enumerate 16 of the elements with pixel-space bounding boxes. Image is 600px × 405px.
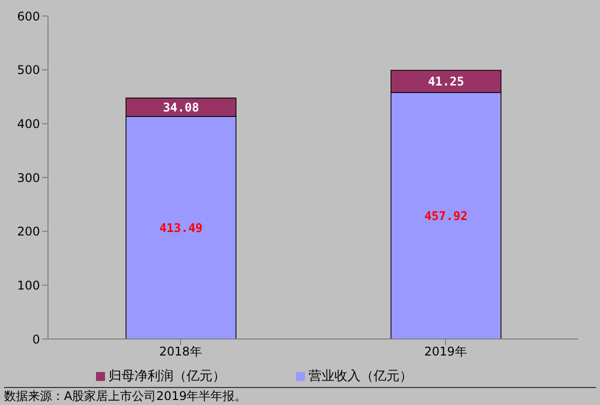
source-note: 数据来源：A股家居上市公司2019年半年报。 — [4, 387, 596, 405]
data-label: 457.92 — [424, 209, 468, 224]
y-tick-label: 600 — [17, 9, 40, 24]
x-tick-label: 2018年 — [159, 344, 202, 359]
legend-label: 归母净利润（亿元） — [108, 369, 226, 384]
data-label: 413.49 — [159, 220, 203, 235]
y-tick-label: 200 — [17, 224, 40, 239]
y-tick-label: 500 — [17, 63, 40, 78]
y-tick-label: 300 — [17, 170, 40, 185]
data-label: 41.25 — [428, 74, 464, 89]
data-label: 34.08 — [162, 100, 200, 114]
y-tick-label: 100 — [17, 278, 40, 292]
y-tick-label: 400 — [17, 116, 40, 131]
y-tick-label: 0 — [32, 332, 40, 346]
x-tick-label: 2019年 — [424, 344, 467, 359]
legend-label: 营业收入（亿元） — [308, 369, 412, 384]
